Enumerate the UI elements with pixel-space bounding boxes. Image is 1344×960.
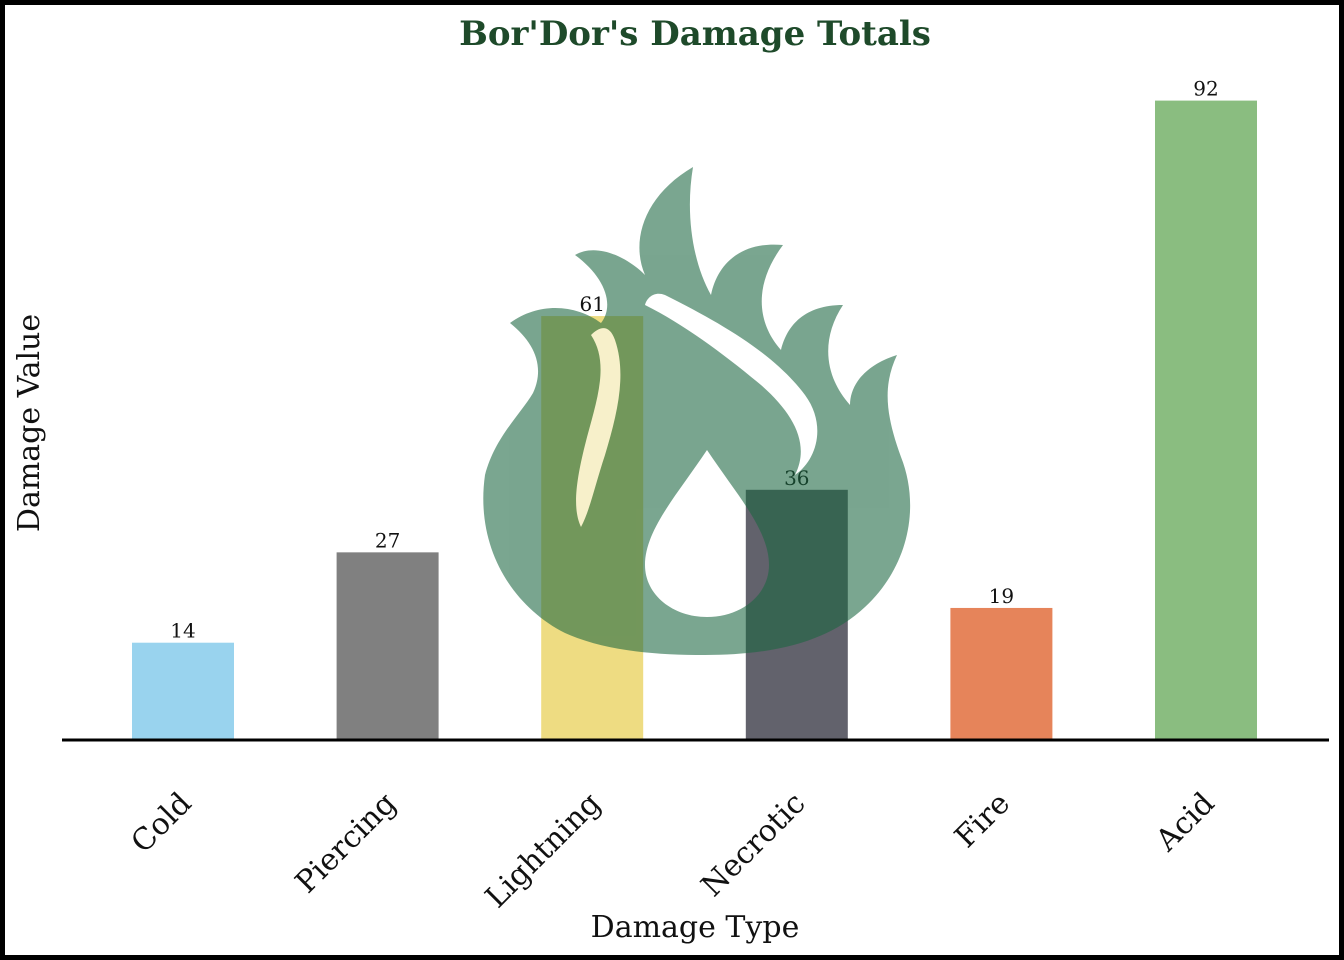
tick-label-necrotic: Necrotic (695, 786, 813, 904)
value-label-cold: 14 (170, 619, 195, 643)
tick-label-acid: Acid (1149, 786, 1222, 859)
bar-chart: Bor'Dor's Damage Totals Damage Value Dam… (12, 14, 1329, 945)
bars-group: 14Cold27Piercing61Lightning36Necrotic19F… (125, 77, 1257, 915)
tick-label-lightning: Lightning (479, 786, 608, 915)
fire-icon (483, 167, 911, 655)
value-label-piercing: 27 (375, 528, 400, 552)
tick-label-piercing: Piercing (289, 786, 403, 900)
value-label-fire: 19 (989, 584, 1014, 608)
bar-piercing (336, 552, 439, 740)
y-axis-label: Damage Value (12, 314, 47, 532)
value-label-lightning: 61 (579, 292, 604, 316)
tick-label-cold: Cold (125, 786, 199, 860)
x-axis-label: Damage Type (591, 910, 800, 945)
value-label-acid: 92 (1193, 77, 1218, 101)
bar-fire (950, 607, 1053, 740)
bar-cold (132, 642, 234, 740)
bar-acid (1155, 100, 1257, 741)
chart-title: Bor'Dor's Damage Totals (459, 14, 931, 54)
tick-label-fire: Fire (948, 786, 1017, 855)
